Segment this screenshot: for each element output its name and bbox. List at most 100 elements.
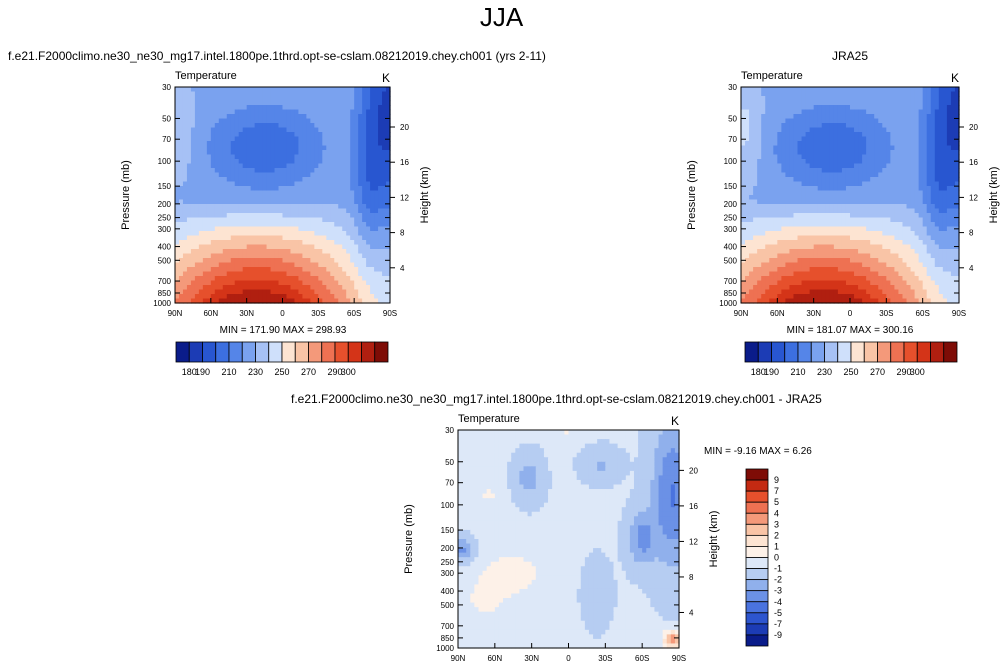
field-cell (370, 262, 375, 268)
field-cell (926, 96, 932, 102)
field-cell (765, 204, 770, 210)
field-cell (870, 267, 875, 273)
field-cell (741, 105, 746, 111)
field-cell (874, 222, 879, 228)
field-cell (886, 217, 891, 223)
field-cell (370, 217, 375, 223)
field-cell (922, 154, 928, 160)
field-cell (890, 154, 896, 160)
field-cell (382, 132, 387, 138)
field-cell (342, 213, 347, 219)
field-cell (198, 231, 204, 237)
field-cell (761, 213, 766, 219)
field-cell (870, 172, 875, 178)
field-cell (326, 96, 331, 102)
field-cell (242, 213, 248, 219)
field-cell (294, 168, 300, 174)
field-cell (246, 96, 252, 102)
field-cell (765, 159, 770, 165)
field-cell (765, 168, 770, 174)
field-cell (894, 195, 900, 201)
field-cell (298, 240, 304, 246)
field-cell (262, 105, 268, 111)
field-cell (198, 109, 204, 115)
field-cell (845, 271, 851, 277)
field-cell (934, 136, 940, 142)
field-cell (902, 244, 908, 250)
field-cell (898, 244, 904, 250)
field-cell (246, 258, 252, 264)
field-cell (946, 96, 952, 102)
field-cell (761, 271, 766, 277)
field-cell (825, 276, 831, 282)
field-cell (230, 127, 236, 133)
field-cell (282, 271, 288, 277)
field-cell (242, 298, 248, 304)
field-cell (858, 123, 863, 129)
field-cell (946, 244, 952, 250)
field-cell (882, 87, 887, 93)
field-cell (202, 172, 208, 178)
field-cell (894, 231, 900, 237)
field-cell (358, 177, 363, 183)
field-cell (374, 298, 379, 304)
field-cell (773, 276, 778, 282)
field-cell (186, 262, 192, 268)
field-cell (190, 186, 196, 192)
field-cell (805, 231, 811, 237)
field-cell (218, 289, 224, 295)
field-cell (785, 150, 791, 156)
field-cell (254, 100, 260, 106)
field-cell (813, 123, 819, 129)
field-cell (805, 244, 811, 250)
field-cell (175, 141, 180, 147)
colorbar-swatch (321, 341, 336, 363)
field-cell (314, 181, 319, 187)
field-cell (258, 105, 264, 111)
field-cell (777, 258, 782, 264)
field-cell (270, 118, 276, 124)
field-cell (210, 181, 216, 187)
field-cell (226, 294, 232, 300)
field-cell (226, 276, 232, 282)
field-cell (749, 150, 754, 156)
field-cell (854, 235, 859, 241)
field-cell (934, 96, 940, 102)
field-cell (258, 262, 264, 268)
field-cell (789, 163, 795, 169)
field-cell (198, 235, 204, 241)
field-cell (274, 186, 280, 192)
field-cell (854, 186, 859, 192)
field-cell (298, 258, 304, 264)
field-cell (270, 109, 276, 115)
field-cell (769, 109, 774, 115)
field-cell (858, 163, 863, 169)
field-cell (781, 244, 787, 250)
field-cell (741, 96, 746, 102)
field-cell (926, 222, 932, 228)
field-cell (829, 109, 835, 115)
field-cell (258, 213, 264, 219)
field-cell (302, 262, 307, 268)
field-cell (777, 213, 782, 219)
field-cell (250, 114, 256, 120)
field-cell (190, 150, 196, 156)
field-cell (910, 96, 916, 102)
field-cell (314, 289, 319, 295)
field-cell (862, 150, 867, 156)
field-cell (202, 199, 208, 205)
field-cell (942, 181, 948, 187)
field-cell (278, 91, 284, 97)
field-cell (934, 240, 940, 246)
field-cell (813, 276, 819, 282)
field-cell (234, 271, 240, 277)
field-cell (789, 132, 795, 138)
field-cell (362, 267, 367, 273)
field-cell (757, 172, 762, 178)
field-cell (829, 177, 835, 183)
field-cell (946, 91, 952, 97)
field-cell (946, 150, 952, 156)
field-cell (334, 249, 339, 255)
field-cell (354, 199, 359, 205)
field-cell (374, 132, 379, 138)
